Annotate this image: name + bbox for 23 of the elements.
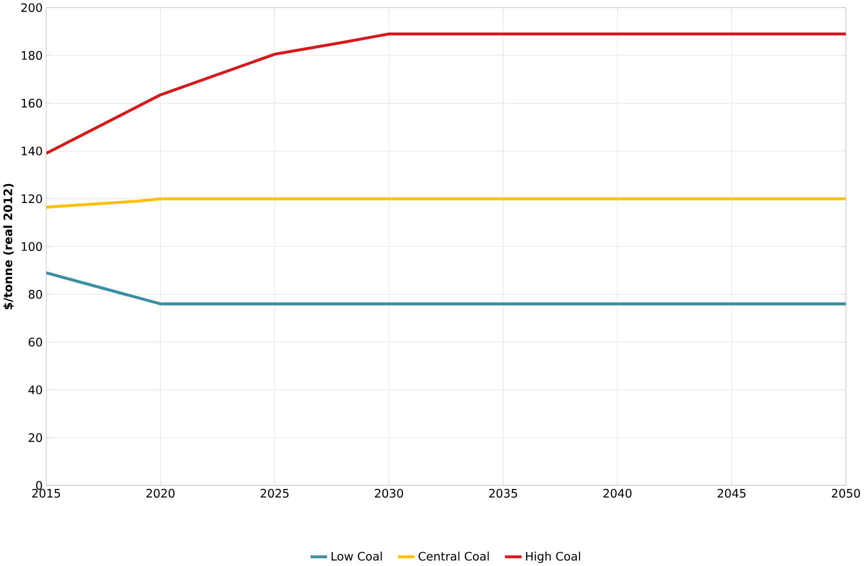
x-tick-label: 2020 [146,488,175,498]
x-tick-label: 2025 [260,488,289,498]
x-tick-label: 2050 [832,488,860,498]
y-tick-label: 120 [22,194,42,204]
y-tick-label: 60 [28,338,42,347]
y-axis-title: $/tonne (real 2012) [3,184,14,310]
x-tick-label: 2045 [718,488,746,498]
x-tick-label: 2040 [603,488,632,498]
legend-label: Central Coal [418,552,489,561]
y-tick-label: 200 [21,3,42,12]
x-tick-label: 2015 [32,488,60,498]
y-tick-label: 140 [22,146,42,156]
x-tick-label: 2035 [489,488,518,498]
y-tick-label: 80 [28,290,42,299]
x-tick-label: 2030 [374,488,404,498]
legend-label: Low Coal [332,552,382,561]
y-tick-label: 180 [22,51,42,60]
legend-label: High Coal [526,552,580,563]
y-tick-label: 100 [22,242,42,252]
y-tick-label: 160 [22,98,42,108]
y-tick-label: 40 [28,386,42,394]
y-tick-label: 0 [36,481,42,490]
y-tick-label: 20 [28,433,42,442]
